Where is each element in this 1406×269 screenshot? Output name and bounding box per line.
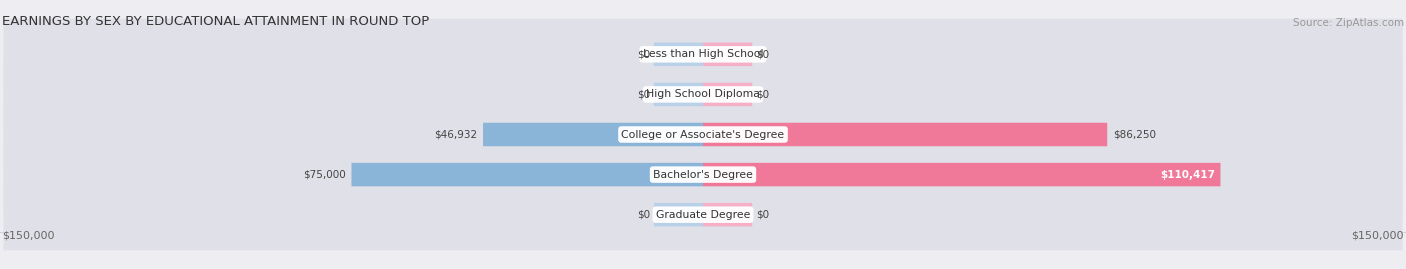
FancyBboxPatch shape xyxy=(703,203,752,226)
FancyBboxPatch shape xyxy=(703,43,752,66)
Text: $0: $0 xyxy=(637,49,650,59)
Text: Source: ZipAtlas.com: Source: ZipAtlas.com xyxy=(1292,18,1403,28)
Text: EARNINGS BY SEX BY EDUCATIONAL ATTAINMENT IN ROUND TOP: EARNINGS BY SEX BY EDUCATIONAL ATTAINMEN… xyxy=(3,15,429,28)
Text: College or Associate's Degree: College or Associate's Degree xyxy=(621,129,785,140)
FancyBboxPatch shape xyxy=(3,179,1403,250)
Text: $110,417: $110,417 xyxy=(1160,169,1215,180)
Text: $0: $0 xyxy=(756,210,769,220)
Text: $46,932: $46,932 xyxy=(434,129,478,140)
Text: $150,000: $150,000 xyxy=(3,231,55,240)
FancyBboxPatch shape xyxy=(654,83,703,106)
Text: $0: $0 xyxy=(637,210,650,220)
FancyBboxPatch shape xyxy=(3,19,1403,90)
Text: $0: $0 xyxy=(756,49,769,59)
Text: Less than High School: Less than High School xyxy=(643,49,763,59)
Text: $0: $0 xyxy=(637,89,650,100)
Text: $75,000: $75,000 xyxy=(304,169,346,180)
Text: $150,000: $150,000 xyxy=(1351,231,1403,240)
FancyBboxPatch shape xyxy=(654,43,703,66)
Text: $0: $0 xyxy=(756,89,769,100)
Text: $86,250: $86,250 xyxy=(1114,129,1156,140)
FancyBboxPatch shape xyxy=(3,59,1403,130)
Text: High School Diploma: High School Diploma xyxy=(647,89,759,100)
FancyBboxPatch shape xyxy=(703,83,752,106)
Text: Graduate Degree: Graduate Degree xyxy=(655,210,751,220)
FancyBboxPatch shape xyxy=(654,203,703,226)
FancyBboxPatch shape xyxy=(352,163,703,186)
FancyBboxPatch shape xyxy=(703,123,1108,146)
FancyBboxPatch shape xyxy=(3,139,1403,210)
Text: Bachelor's Degree: Bachelor's Degree xyxy=(652,169,754,180)
FancyBboxPatch shape xyxy=(3,99,1403,170)
FancyBboxPatch shape xyxy=(703,163,1220,186)
FancyBboxPatch shape xyxy=(484,123,703,146)
